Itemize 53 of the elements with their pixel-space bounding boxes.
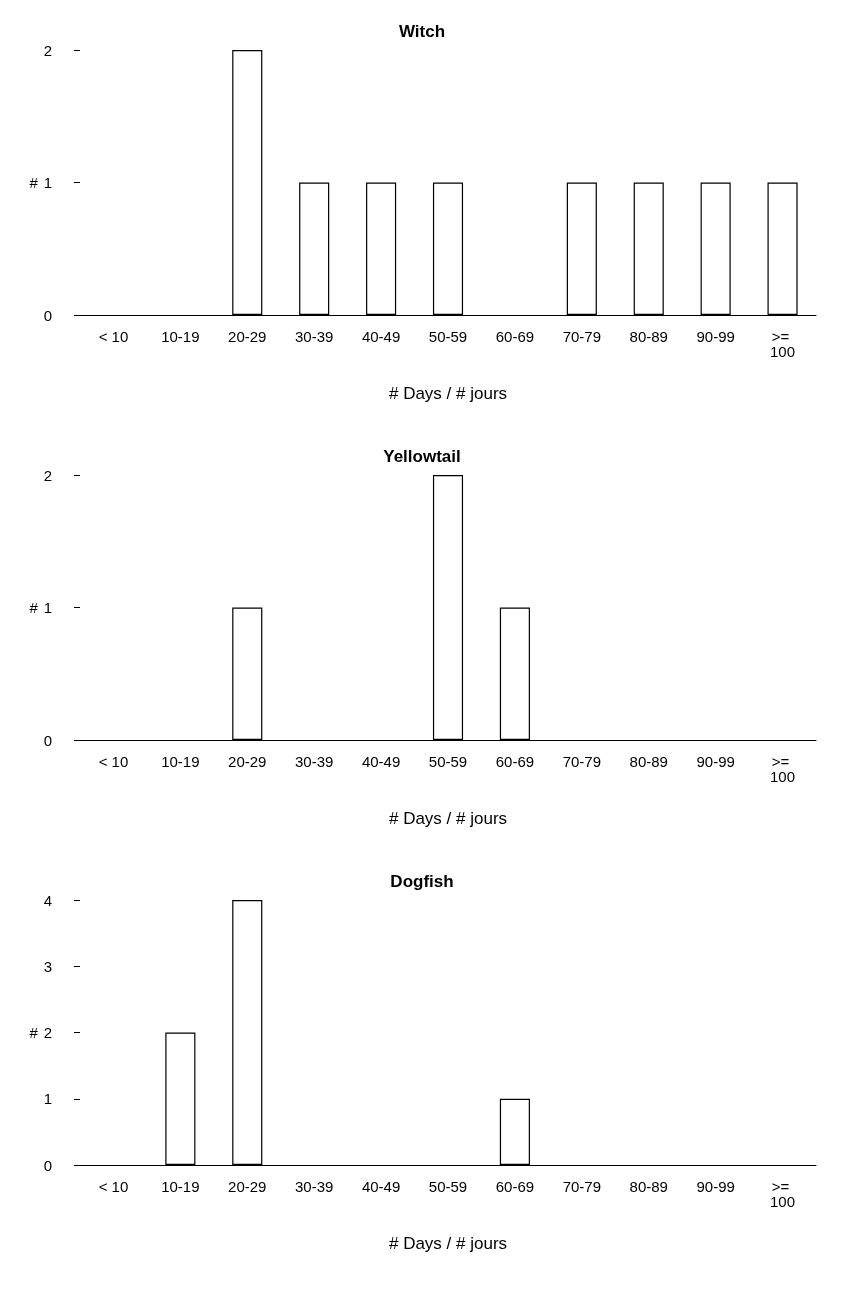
x-tick-label: 90-99: [696, 1178, 735, 1195]
y-axis-title: #: [29, 174, 39, 191]
x-tick-label: 50-59: [428, 1178, 468, 1195]
x-tick-label: 20-29: [228, 753, 267, 770]
x-tick-label: 30-39: [294, 1178, 334, 1195]
x-tick-label: 70-79: [562, 328, 602, 345]
y-tick-label: 0: [43, 731, 52, 749]
y-axis-title: #: [29, 1024, 39, 1041]
x-tick-label: 60-69: [495, 1178, 535, 1195]
x-tick-label: 50-59: [428, 328, 468, 345]
chart-title: Dogfish: [390, 872, 454, 891]
x-tick-label: 50-59: [428, 753, 468, 770]
x-tick-label: 30-39: [294, 328, 334, 345]
x-tick-label: 20-29: [228, 328, 267, 345]
y-axis-title: #: [29, 599, 39, 616]
y-tick-label: 1: [43, 599, 52, 616]
y-tick-label: 1: [43, 1090, 52, 1108]
x-tick-label: 20-29: [228, 1178, 267, 1195]
x-tick-label: 80-89: [629, 1178, 668, 1195]
x-tick-label: 10-19: [161, 753, 200, 770]
x-tick-label: 60-69: [495, 753, 535, 770]
x-tick-label: 80-89: [629, 328, 668, 345]
x-tick-label: >= 100: [770, 753, 796, 785]
x-tick-label: 70-79: [562, 1178, 602, 1195]
x-tick-label: 10-19: [161, 328, 200, 345]
x-tick-label: 70-79: [562, 753, 602, 770]
y-tick-label: 4: [43, 891, 52, 909]
x-axis-title: # Days / # jours: [388, 809, 508, 828]
chart-title: Witch: [398, 22, 446, 41]
x-tick-label: 40-49: [361, 1178, 401, 1195]
x-tick-label: 30-39: [294, 753, 334, 770]
x-axis-title: # Days / # jours: [388, 1234, 508, 1253]
x-tick-label: 60-69: [495, 328, 535, 345]
y-tick-label: 0: [43, 306, 52, 324]
y-tick-label: 2: [43, 1024, 52, 1041]
x-axis-title: # Days / # jours: [388, 384, 508, 403]
chart-title: Yellowtail: [383, 447, 461, 466]
x-tick-label: >= 100: [770, 328, 796, 360]
x-tick-label: 80-89: [629, 753, 668, 770]
x-tick-label: < 10: [98, 328, 129, 345]
x-tick-label: 90-99: [696, 328, 735, 345]
x-tick-label: < 10: [98, 1178, 129, 1195]
y-tick-label: 1: [43, 174, 52, 191]
x-tick-label: 10-19: [161, 1178, 200, 1195]
x-tick-label: 90-99: [696, 753, 735, 770]
y-tick-label: 2: [43, 466, 52, 484]
x-tick-label: < 10: [98, 753, 129, 770]
x-tick-label: 40-49: [361, 328, 401, 345]
y-tick-label: 0: [43, 1156, 52, 1174]
x-tick-label: 40-49: [361, 753, 401, 770]
x-tick-label: >= 100: [770, 1178, 796, 1210]
y-tick-label: 2: [43, 41, 52, 59]
y-tick-label: 3: [43, 957, 52, 975]
